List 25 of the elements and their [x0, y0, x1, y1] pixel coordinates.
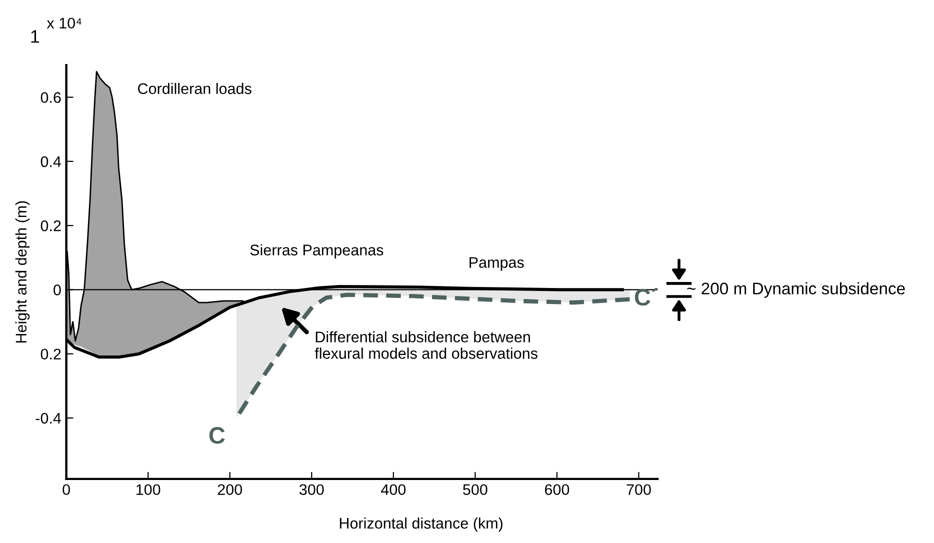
- x-tick-label: 0: [62, 484, 70, 496]
- text: ~ 200 m Dynamic subsidence: [687, 282, 905, 298]
- annotation: C: [209, 427, 225, 444]
- y-tick-label: 0.6: [40, 92, 61, 103]
- y-axis-title: Height and depth (m): [15, 201, 30, 343]
- annotation: Sierras Pampeanas: [250, 244, 384, 258]
- x-tick-label: 600: [544, 484, 570, 496]
- x-axis-title: Horizontal distance (km): [340, 517, 502, 532]
- annotation: Differential subsidence between flexural models and observations: [314, 331, 538, 359]
- y-tick-label: 0.2: [40, 348, 61, 360]
- y-tick-label: 0: [54, 284, 61, 296]
- annotation: Cordilleran loads: [138, 82, 252, 94]
- y-tick-label: -0.4: [36, 412, 62, 424]
- x-tick-label: 300: [299, 484, 324, 496]
- y-tick-label: 0.2: [40, 220, 61, 232]
- x-tick-label: 200: [218, 484, 242, 496]
- x-tick-label: 400: [381, 484, 406, 496]
- x-tick-label: 100: [136, 484, 160, 496]
- y-tick-label: 0.4: [40, 156, 62, 168]
- x-tick-label: 500: [463, 484, 488, 496]
- annotation: Pampas: [470, 257, 524, 271]
- text: x 10⁴: [46, 18, 82, 29]
- annotation: C´: [634, 288, 658, 306]
- x-tick-label: 700: [626, 484, 651, 496]
- text: 1: [31, 30, 40, 43]
